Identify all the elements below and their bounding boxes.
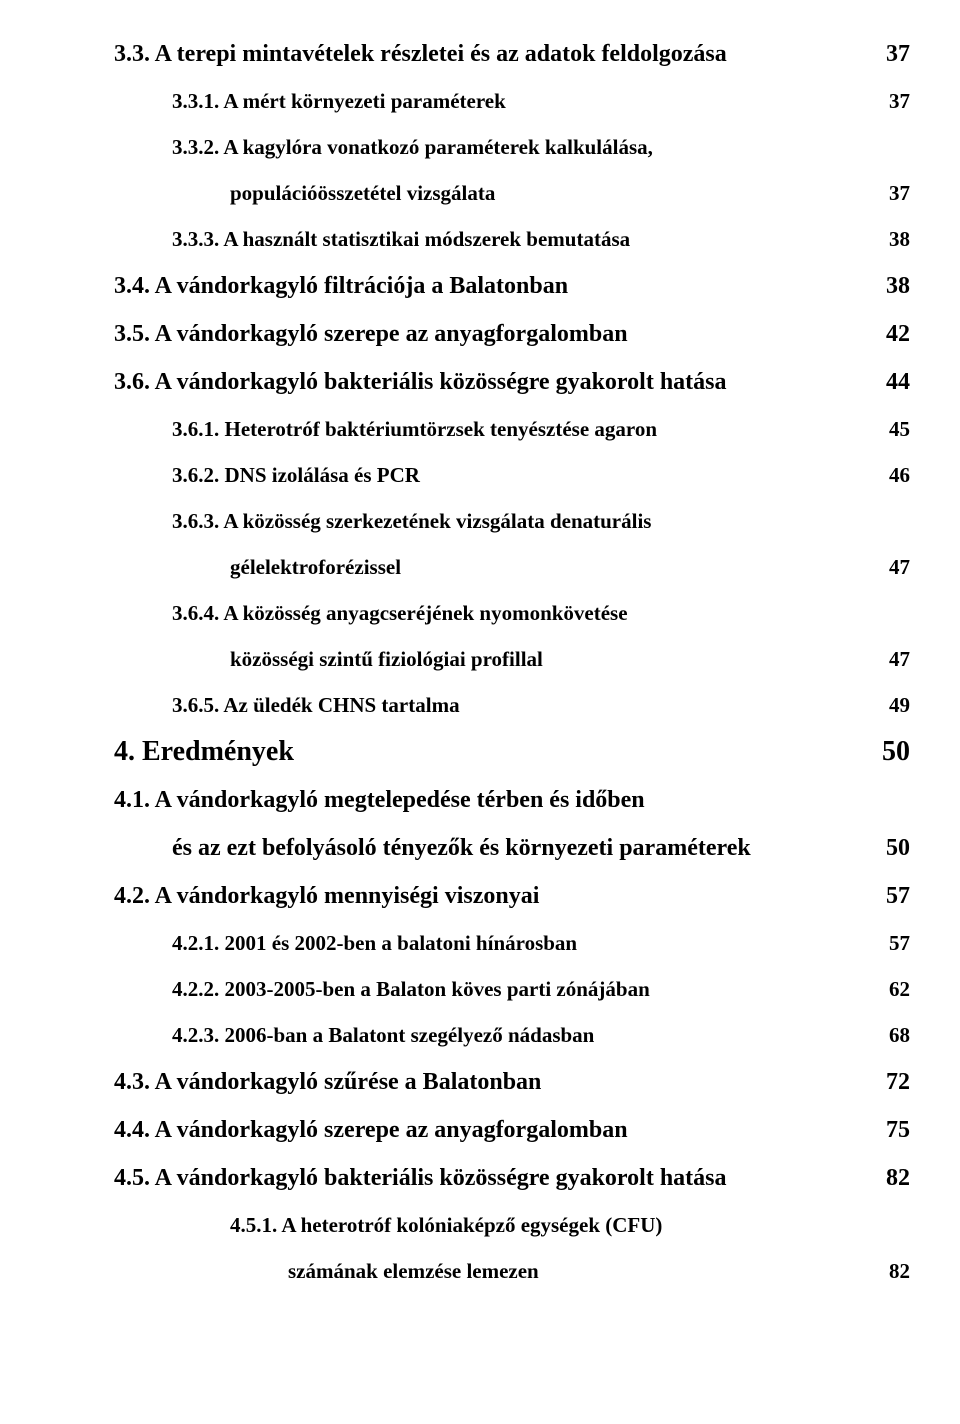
toc-text: 3.6.4. A közösség anyagcseréjének nyomon… [172, 590, 890, 636]
toc-text: 4.1. A vándorkagyló megtelepedése térben… [114, 776, 890, 824]
toc-page: 62 [869, 966, 910, 1012]
toc-page: 37 [869, 170, 910, 216]
toc-entry: 4.2. A vándorkagyló mennyiségi viszonyai… [114, 872, 910, 920]
toc-text: 3.4. A vándorkagyló filtrációja a Balato… [114, 262, 866, 310]
toc-entry: 4.5. A vándorkagyló bakteriális közösség… [114, 1154, 910, 1202]
toc-text: 4.2.3. 2006-ban a Balatont szegélyező ná… [172, 1012, 869, 1058]
toc-text: 3.3.1. A mért környezeti paraméterek [172, 78, 869, 124]
toc-text: 3.6.2. DNS izolálása és PCR [172, 452, 869, 498]
toc-text: 3.3. A terepi mintavételek részletei és … [114, 30, 866, 78]
toc-text: 4.2.2. 2003-2005-ben a Balaton köves par… [172, 966, 869, 1012]
toc-page: 50 [866, 824, 910, 872]
toc-entry-continuation: és az ezt befolyásoló tényezők és környe… [172, 824, 910, 872]
toc-entry: 3.6.3. A közösség szerkezetének vizsgála… [172, 498, 910, 544]
toc-page: 42 [866, 310, 910, 358]
toc-text: 3.6. A vándorkagyló bakteriális közösség… [114, 358, 866, 406]
toc-entry: 4.1. A vándorkagyló megtelepedése térben… [114, 776, 910, 824]
toc-text: 4.5.1. A heterotróf kolóniaképző egysége… [230, 1202, 890, 1248]
toc-entry: 4. Eredmények 50 [114, 728, 910, 776]
toc-entry: 4.2.3. 2006-ban a Balatont szegélyező ná… [172, 1012, 910, 1058]
toc-entry-continuation: populációösszetétel vizsgálata 37 [230, 170, 910, 216]
toc-page: 82 [869, 1248, 910, 1294]
toc-text: közösségi szintű fiziológiai profillal [230, 636, 869, 682]
toc-page: 37 [866, 30, 910, 78]
toc-entry: 3.3.1. A mért környezeti paraméterek 37 [172, 78, 910, 124]
toc-page: 50 [862, 728, 910, 776]
toc-text: 3.6.1. Heterotróf baktériumtörzsek tenyé… [172, 406, 869, 452]
toc-text: populációösszetétel vizsgálata [230, 170, 869, 216]
toc-page: 44 [866, 358, 910, 406]
toc-entry: 3.3. A terepi mintavételek részletei és … [114, 30, 910, 78]
toc-entry: 4.4. A vándorkagyló szerepe az anyagforg… [114, 1106, 910, 1154]
toc-page: 57 [869, 920, 910, 966]
toc-entry-continuation: számának elemzése lemezen 82 [288, 1248, 910, 1294]
toc-text: 3.6.3. A közösség szerkezetének vizsgála… [172, 498, 890, 544]
toc-text: 4. Eredmények [114, 728, 862, 776]
toc-entry-continuation: közösségi szintű fiziológiai profillal 4… [230, 636, 910, 682]
toc-text: 4.3. A vándorkagyló szűrése a Balatonban [114, 1058, 866, 1106]
toc-entry-continuation: gélelektroforézissel 47 [230, 544, 910, 590]
toc-page: 49 [869, 682, 910, 728]
toc-text: 4.2. A vándorkagyló mennyiségi viszonyai [114, 872, 866, 920]
toc-text: 3.3.3. A használt statisztikai módszerek… [172, 216, 869, 262]
toc-page: 38 [869, 216, 910, 262]
toc-entry: 4.2.2. 2003-2005-ben a Balaton köves par… [172, 966, 910, 1012]
toc-page: 37 [869, 78, 910, 124]
toc-text: 3.5. A vándorkagyló szerepe az anyagforg… [114, 310, 866, 358]
toc-entry: 3.6.5. Az üledék CHNS tartalma 49 [172, 682, 910, 728]
toc-entry: 3.5. A vándorkagyló szerepe az anyagforg… [114, 310, 910, 358]
toc-page: 45 [869, 406, 910, 452]
toc-entry: 3.6.2. DNS izolálása és PCR 46 [172, 452, 910, 498]
toc-entry: 3.6. A vándorkagyló bakteriális közösség… [114, 358, 910, 406]
table-of-contents: 3.3. A terepi mintavételek részletei és … [114, 30, 910, 1294]
toc-text: 4.5. A vándorkagyló bakteriális közösség… [114, 1154, 866, 1202]
toc-text: 4.4. A vándorkagyló szerepe az anyagforg… [114, 1106, 866, 1154]
toc-entry: 4.2.1. 2001 és 2002-ben a balatoni hínár… [172, 920, 910, 966]
toc-entry: 4.3. A vándorkagyló szűrése a Balatonban… [114, 1058, 910, 1106]
toc-page: 47 [869, 636, 910, 682]
toc-entry: 3.3.3. A használt statisztikai módszerek… [172, 216, 910, 262]
toc-page: 47 [869, 544, 910, 590]
toc-page: 82 [866, 1154, 910, 1202]
toc-page: 46 [869, 452, 910, 498]
toc-page: 68 [869, 1012, 910, 1058]
toc-text: számának elemzése lemezen [288, 1248, 869, 1294]
toc-entry: 4.5.1. A heterotróf kolóniaképző egysége… [230, 1202, 910, 1248]
toc-page: 57 [866, 872, 910, 920]
toc-page: 72 [866, 1058, 910, 1106]
toc-page: 75 [866, 1106, 910, 1154]
toc-text: 3.3.2. A kagylóra vonatkozó paraméterek … [172, 124, 890, 170]
toc-text: és az ezt befolyásoló tényezők és környe… [172, 824, 866, 872]
toc-entry: 3.6.1. Heterotróf baktériumtörzsek tenyé… [172, 406, 910, 452]
toc-text: gélelektroforézissel [230, 544, 869, 590]
toc-text: 4.2.1. 2001 és 2002-ben a balatoni hínár… [172, 920, 869, 966]
toc-text: 3.6.5. Az üledék CHNS tartalma [172, 682, 869, 728]
toc-entry: 3.3.2. A kagylóra vonatkozó paraméterek … [172, 124, 910, 170]
toc-entry: 3.6.4. A közösség anyagcseréjének nyomon… [172, 590, 910, 636]
toc-page: 38 [866, 262, 910, 310]
toc-entry: 3.4. A vándorkagyló filtrációja a Balato… [114, 262, 910, 310]
